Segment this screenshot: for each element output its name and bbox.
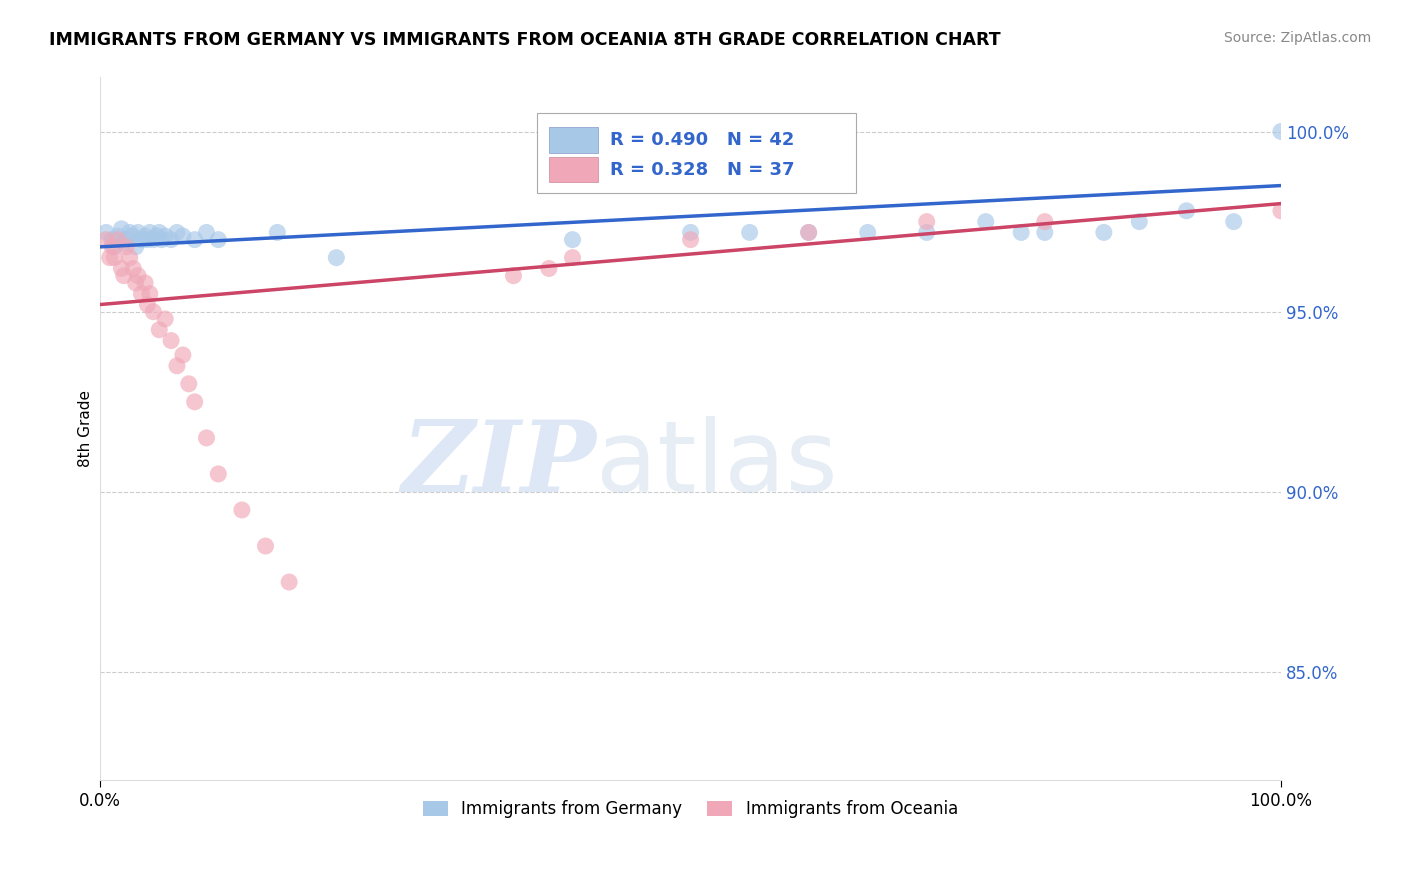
- Point: [1270, 124, 1292, 138]
- Point: [160, 233, 183, 247]
- Point: [278, 575, 301, 590]
- Point: [103, 251, 125, 265]
- Point: [1128, 214, 1150, 228]
- Point: [166, 226, 188, 240]
- Point: [112, 236, 135, 251]
- Point: [124, 240, 146, 254]
- Point: [160, 334, 183, 348]
- Point: [103, 240, 125, 254]
- Point: [177, 376, 200, 391]
- Point: [153, 229, 176, 244]
- FancyBboxPatch shape: [548, 157, 599, 182]
- Point: [915, 226, 938, 240]
- Point: [1270, 203, 1292, 218]
- Point: [121, 229, 143, 244]
- Point: [537, 261, 560, 276]
- Point: [974, 214, 997, 228]
- Point: [94, 226, 117, 240]
- Point: [231, 503, 253, 517]
- Point: [110, 222, 132, 236]
- Point: [856, 226, 879, 240]
- Point: [738, 226, 761, 240]
- Point: [561, 233, 583, 247]
- Point: [124, 276, 146, 290]
- Text: R = 0.328   N = 37: R = 0.328 N = 37: [610, 161, 794, 178]
- Point: [142, 304, 165, 318]
- Point: [118, 251, 141, 265]
- Point: [325, 251, 347, 265]
- Point: [115, 233, 138, 247]
- Point: [183, 394, 205, 409]
- Point: [139, 286, 162, 301]
- Point: [110, 261, 132, 276]
- Text: ZIP: ZIP: [401, 416, 596, 512]
- Point: [107, 229, 129, 244]
- Point: [136, 233, 159, 247]
- Point: [561, 251, 583, 265]
- Point: [148, 323, 170, 337]
- FancyBboxPatch shape: [548, 128, 599, 153]
- Point: [1033, 226, 1056, 240]
- Point: [207, 233, 229, 247]
- Point: [1092, 226, 1115, 240]
- Point: [131, 286, 153, 301]
- Point: [153, 312, 176, 326]
- Point: [172, 229, 194, 244]
- Point: [136, 297, 159, 311]
- Point: [134, 276, 156, 290]
- Text: IMMIGRANTS FROM GERMANY VS IMMIGRANTS FROM OCEANIA 8TH GRADE CORRELATION CHART: IMMIGRANTS FROM GERMANY VS IMMIGRANTS FR…: [49, 31, 1001, 49]
- Point: [195, 226, 218, 240]
- Point: [1010, 226, 1032, 240]
- Text: atlas: atlas: [596, 416, 838, 513]
- Point: [1033, 214, 1056, 228]
- Point: [118, 226, 141, 240]
- Point: [122, 261, 145, 276]
- Point: [146, 229, 169, 244]
- Point: [195, 431, 218, 445]
- Point: [148, 226, 170, 240]
- Point: [150, 233, 173, 247]
- Point: [166, 359, 188, 373]
- Point: [134, 229, 156, 244]
- Point: [131, 233, 153, 247]
- Y-axis label: 8th Grade: 8th Grade: [79, 391, 93, 467]
- Point: [101, 233, 124, 247]
- Point: [115, 240, 138, 254]
- Point: [266, 226, 288, 240]
- Point: [797, 226, 820, 240]
- Point: [679, 233, 702, 247]
- Point: [502, 268, 524, 283]
- Text: Source: ZipAtlas.com: Source: ZipAtlas.com: [1223, 31, 1371, 45]
- Point: [172, 348, 194, 362]
- Point: [101, 240, 124, 254]
- Point: [142, 233, 165, 247]
- Point: [254, 539, 277, 553]
- Point: [94, 233, 117, 247]
- Point: [183, 233, 205, 247]
- Text: R = 0.490   N = 42: R = 0.490 N = 42: [610, 131, 794, 149]
- Point: [127, 268, 149, 283]
- Point: [797, 226, 820, 240]
- FancyBboxPatch shape: [537, 112, 856, 194]
- Point: [1175, 203, 1198, 218]
- Point: [915, 214, 938, 228]
- Point: [207, 467, 229, 481]
- Legend: Immigrants from Germany, Immigrants from Oceania: Immigrants from Germany, Immigrants from…: [416, 793, 965, 825]
- Point: [112, 268, 135, 283]
- Point: [98, 251, 121, 265]
- Point: [139, 226, 162, 240]
- Point: [127, 226, 149, 240]
- Point: [679, 226, 702, 240]
- Point: [1222, 214, 1244, 228]
- Point: [107, 233, 129, 247]
